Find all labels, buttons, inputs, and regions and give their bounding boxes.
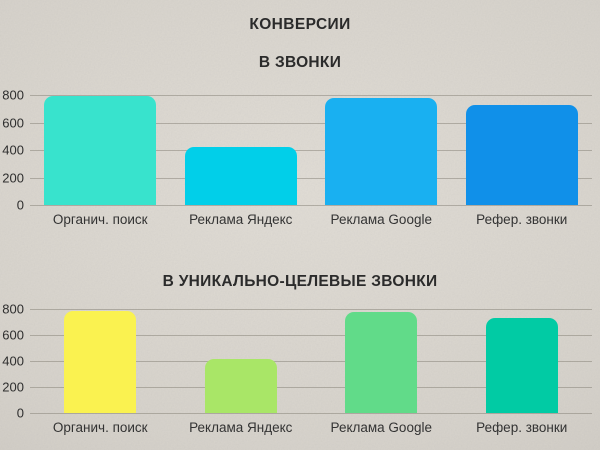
bar (325, 97, 438, 205)
y-tick-label: 0 (16, 197, 24, 213)
bar (204, 358, 277, 414)
chart-calls-plot-area: 0 200 400 600 800 (0, 89, 600, 212)
chart-calls-title: В ЗВОНКИ (258, 54, 342, 71)
bar (345, 311, 418, 414)
y-tick-label: 0 (16, 405, 24, 421)
gridline (30, 205, 592, 206)
plot (30, 95, 592, 206)
bar (44, 96, 157, 205)
category-label: Рефер. звонки (476, 212, 568, 227)
category-label: Органич. поиск (52, 420, 148, 436)
bar-column (30, 95, 171, 205)
gridline (30, 413, 592, 415)
y-tick-label: 800 (2, 301, 24, 317)
chart-unique-calls-title: В УНИКАЛЬНО-ЦЕЛЕВЫЕ ЗВОНКИ (162, 273, 438, 291)
bars (30, 309, 593, 414)
y-tick-label: 200 (2, 170, 24, 185)
category-label: Органич. поиск (52, 212, 148, 227)
bar-column (452, 309, 593, 414)
y-tick-label: 400 (2, 353, 24, 369)
bar (184, 147, 297, 205)
y-axis: 0 200 400 600 800 (0, 303, 30, 420)
category-label: Реклама Яндекс (189, 420, 293, 436)
y-tick-label: 400 (2, 142, 24, 158)
bar (465, 104, 578, 205)
category-label: Реклама Google (330, 212, 432, 227)
category-labels: Органич. поиск Реклама Яндекс Реклама Goog… (30, 413, 600, 436)
category-labels: Органич. поиск Реклама Яндекс Реклама Goog… (30, 205, 600, 228)
y-tick-label: 600 (2, 115, 24, 130)
bars (30, 95, 592, 205)
y-axis: 0 200 400 600 800 (0, 89, 30, 212)
chart-unique-calls-plot-area: 0 200 400 600 800 (0, 303, 600, 420)
category-label: Реклама Google (330, 420, 432, 436)
main-title: КОНВЕРСИИ (249, 16, 351, 33)
category-label: Реклама Яндекс (189, 212, 293, 227)
bar-column (452, 95, 593, 205)
bar-column (311, 309, 452, 414)
bar (485, 318, 558, 414)
plot (30, 309, 593, 415)
y-tick-label: 800 (2, 87, 24, 103)
chart-unique-calls: 0 200 400 600 800 Органич. поиск Реклама Янде… (0, 303, 600, 436)
chart-calls: 0 200 400 600 800 Органич. поиск Реклама Янде… (0, 89, 600, 228)
bar-column (171, 95, 312, 205)
y-tick-label: 200 (2, 379, 24, 395)
bar-column (311, 95, 452, 205)
content: КОНВЕРСИИ В ЗВОНКИ 0 200 400 600 800 Органич… (0, 16, 600, 436)
bar (64, 310, 137, 414)
bar-column (30, 309, 171, 414)
bar-column (171, 309, 312, 414)
category-label: Рефер. звонки (476, 420, 568, 436)
y-tick-label: 600 (2, 327, 24, 343)
